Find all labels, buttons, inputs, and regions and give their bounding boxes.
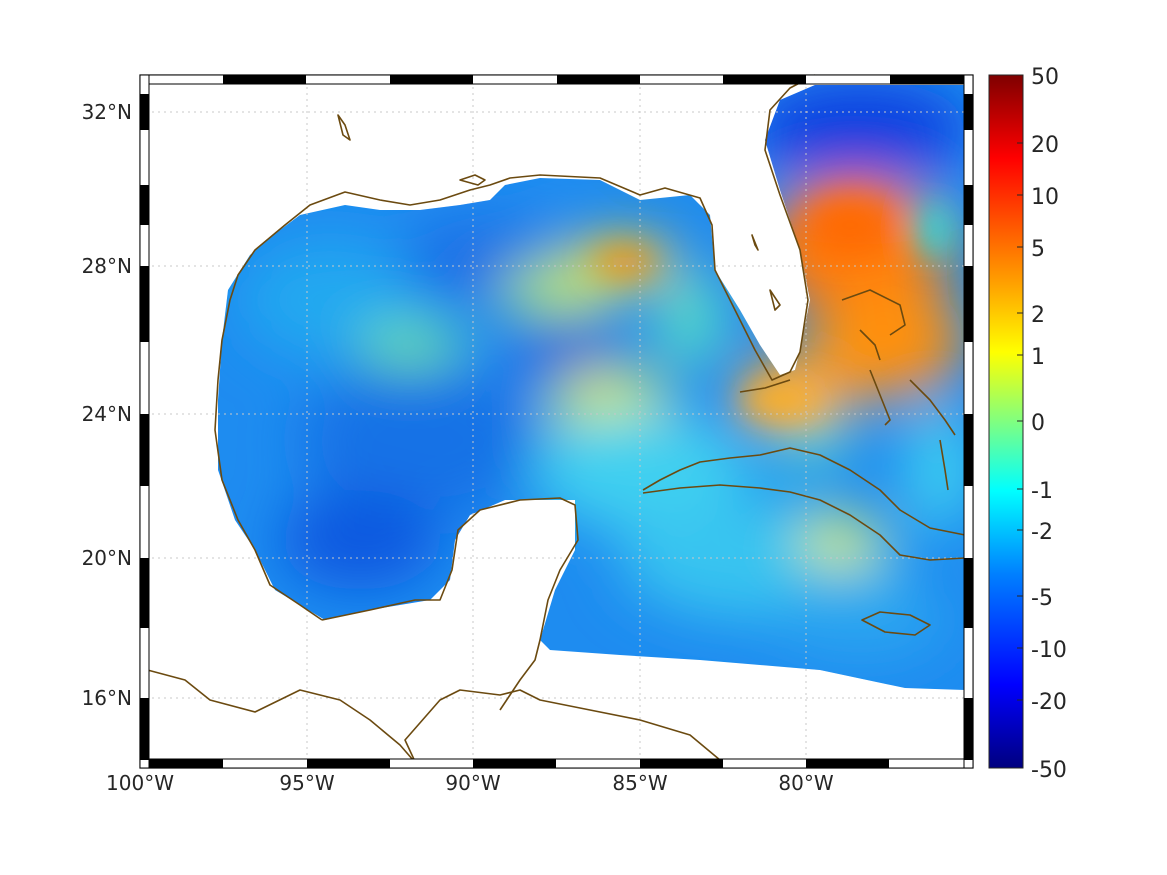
colorbar-label: 20 bbox=[1031, 133, 1059, 158]
colorbar-label: -20 bbox=[1031, 690, 1067, 715]
colorbar-ticks bbox=[1017, 142, 1023, 701]
frame-border-right bbox=[963, 74, 974, 769]
colorbar-label: 2 bbox=[1031, 303, 1045, 328]
colorbar-label: -2 bbox=[1031, 520, 1053, 545]
colorbar-label: -1 bbox=[1031, 479, 1053, 504]
frame-border-bottom bbox=[139, 758, 974, 769]
colorbar-label: -5 bbox=[1031, 586, 1053, 611]
latitude-labels: 32°N 28°N 24°N 20°N 16°N bbox=[82, 100, 132, 710]
lat-label-24n: 24°N bbox=[82, 402, 132, 426]
lon-label-100w: 100°W bbox=[106, 771, 174, 795]
colorbar-label: 0 bbox=[1031, 411, 1045, 436]
lat-label-16n: 16°N bbox=[82, 686, 132, 710]
lon-label-85w: 85°W bbox=[612, 771, 667, 795]
lon-label-95w: 95°W bbox=[279, 771, 334, 795]
lat-label-20n: 20°N bbox=[82, 546, 132, 570]
colorbar-label: -10 bbox=[1031, 638, 1067, 663]
colorbar: 50 20 10 5 2 1 0 -1 -2 -5 -10 -20 -50 bbox=[988, 65, 1067, 783]
colorbar-label: 5 bbox=[1031, 237, 1045, 262]
frame-border-top bbox=[139, 74, 974, 85]
coastline bbox=[139, 74, 971, 769]
colorbar-label: 10 bbox=[1031, 185, 1059, 210]
longitude-labels: 100°W 95°W 90°W 85°W 80°W bbox=[106, 771, 834, 795]
frame-border-left bbox=[139, 74, 150, 769]
lat-label-32n: 32°N bbox=[82, 100, 132, 124]
lon-label-80w: 80°W bbox=[778, 771, 833, 795]
colorbar-label: 1 bbox=[1031, 345, 1045, 370]
colorbar-label: 50 bbox=[1031, 65, 1059, 90]
lon-label-90w: 90°W bbox=[445, 771, 500, 795]
map-grid bbox=[140, 75, 973, 768]
lat-label-28n: 28°N bbox=[82, 254, 132, 278]
colorbar-label: -50 bbox=[1031, 758, 1067, 783]
